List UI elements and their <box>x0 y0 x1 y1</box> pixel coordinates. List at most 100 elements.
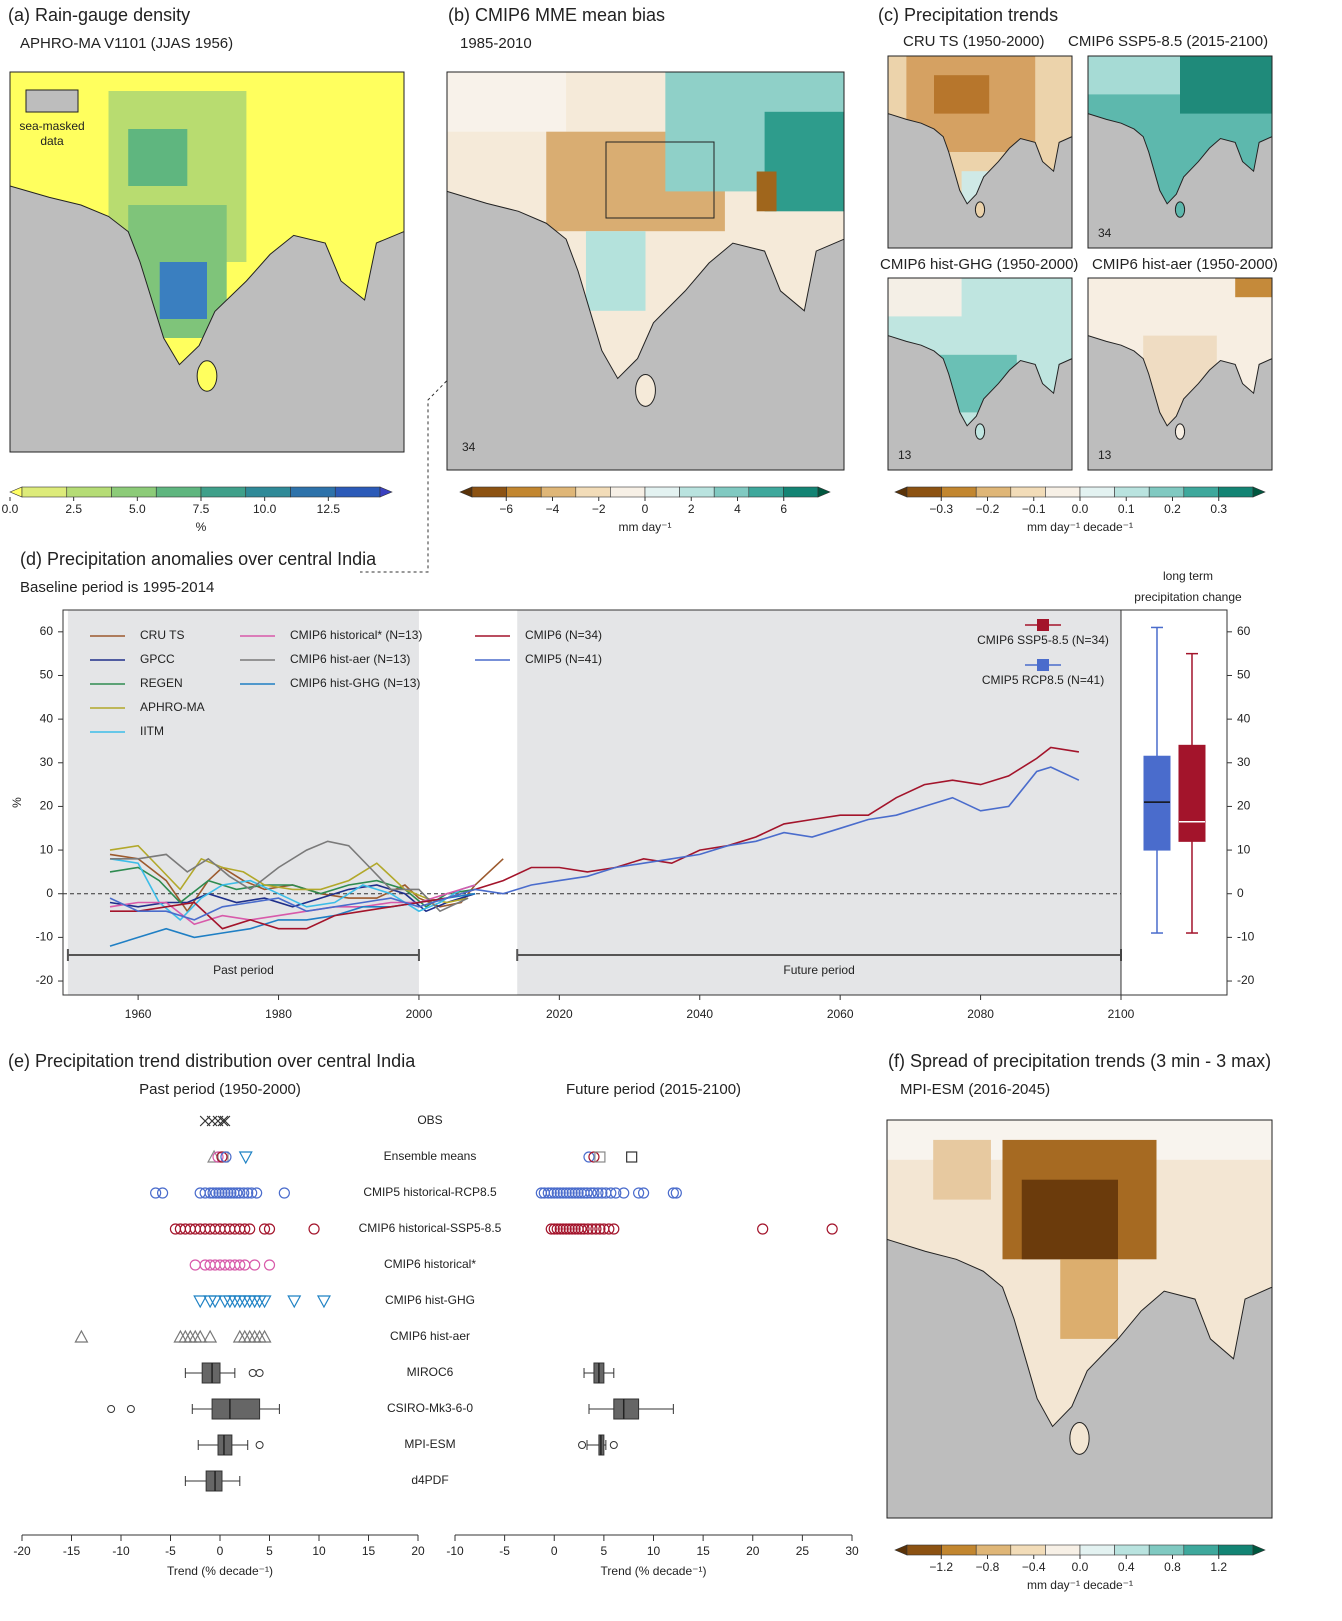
y-tick-label: 10 <box>1237 842 1251 856</box>
subpanel-title: CMIP6 hist-aer (1950-2000) <box>1092 256 1278 273</box>
colorbar-swatch <box>291 487 336 497</box>
colorbar-tick-label: 0.4 <box>1118 1560 1135 1574</box>
boxes-title: precipitation change <box>1134 590 1242 604</box>
legend-label: data <box>40 134 64 148</box>
period-label: Future period <box>783 963 854 977</box>
point <box>75 1331 87 1342</box>
x-tick-label: 2040 <box>686 1007 713 1021</box>
colorbar-tick-label: 2 <box>688 502 695 516</box>
legend-marker <box>1037 619 1049 631</box>
colorbar-tick-label: 10.0 <box>253 502 277 516</box>
x-tick-label: -10 <box>446 1544 464 1558</box>
colorbar-swatch <box>541 487 576 497</box>
panel-title: (a) Rain-gauge density <box>8 5 190 25</box>
colorbar-swatch <box>1184 487 1219 497</box>
point <box>207 1116 217 1126</box>
colorbar-swatch <box>680 487 715 497</box>
colorbar-swatch <box>942 1545 977 1555</box>
y-tick-label: -20 <box>36 973 54 987</box>
x-tick-label: 25 <box>796 1544 810 1558</box>
y-tick-label: 30 <box>40 755 54 769</box>
box <box>202 1363 220 1383</box>
map-patch <box>447 72 566 132</box>
box-label: CMIP6 SSP5-8.5 (N=34) <box>977 633 1109 647</box>
colorbar-end <box>10 487 22 497</box>
map-patch <box>1022 1180 1118 1260</box>
model-count: 34 <box>1098 226 1112 240</box>
x-tick-label: 2000 <box>406 1007 433 1021</box>
colorbar-swatch <box>942 487 977 497</box>
sri-lanka <box>197 361 217 391</box>
y-tick-label: -10 <box>1237 930 1255 944</box>
colorbar-swatch <box>1115 487 1150 497</box>
x-tick-label: 1980 <box>265 1007 292 1021</box>
sri-lanka <box>1175 202 1184 217</box>
colorbar-tick-label: −2 <box>592 502 606 516</box>
row-label: MIROC6 <box>407 1365 454 1379</box>
colorbar-tick-label: −0.2 <box>976 502 1000 516</box>
colorbar-tick-label: 5.0 <box>129 502 146 516</box>
y-tick-label: 40 <box>40 711 54 725</box>
x-tick-label: 0 <box>551 1544 558 1558</box>
point <box>158 1188 168 1198</box>
colorbar-tick-label: 12.5 <box>317 502 341 516</box>
flier <box>579 1442 586 1449</box>
point <box>288 1296 300 1307</box>
x-tick-label: 5 <box>266 1544 273 1558</box>
point <box>250 1260 260 1270</box>
x-tick-label: -5 <box>499 1544 510 1558</box>
sri-lanka <box>1070 1422 1089 1454</box>
colorbar-swatch <box>1011 487 1046 497</box>
map-patch <box>1060 1259 1118 1339</box>
boxes-title: long term <box>1163 569 1213 583</box>
panel-subtitle: Future period (2015-2100) <box>566 1081 741 1098</box>
subpanel-title: CRU TS (1950-2000) <box>903 33 1044 50</box>
colorbar-swatch <box>472 487 507 497</box>
sri-lanka <box>636 374 656 406</box>
point <box>265 1260 275 1270</box>
panel-title: (c) Precipitation trends <box>878 5 1058 25</box>
legend-label: CMIP6 historical* (N=13) <box>290 628 422 642</box>
y-tick-label: 20 <box>1237 799 1251 813</box>
y-tick-label: 60 <box>40 624 54 638</box>
x-tick-label: 20 <box>746 1544 760 1558</box>
x-axis-label: Trend (% decade⁻¹) <box>601 1564 707 1578</box>
legend-label: IITM <box>140 724 164 738</box>
y-tick-label: 0 <box>1237 886 1244 900</box>
colorbar-swatch <box>1149 1545 1184 1555</box>
colorbar-swatch <box>201 487 246 497</box>
colorbar-end <box>818 487 830 497</box>
y-tick-label: 50 <box>40 668 54 682</box>
y-tick-label: 40 <box>1237 711 1251 725</box>
panel-title: (f) Spread of precipitation trends (3 mi… <box>888 1051 1271 1071</box>
colorbar-tick-label: 4 <box>734 502 741 516</box>
x-tick-label: 0 <box>217 1544 224 1558</box>
colorbar-end <box>380 487 392 497</box>
panel-subtitle: Past period (1950-2000) <box>139 1081 301 1098</box>
model-count: 13 <box>1098 448 1112 462</box>
sri-lanka <box>1175 424 1184 439</box>
colorbar-swatch <box>576 487 611 497</box>
colorbar-tick-label: −4 <box>546 502 560 516</box>
point <box>309 1224 319 1234</box>
colorbar-swatch <box>1218 487 1253 497</box>
y-axis-label: % <box>10 797 24 808</box>
row-label: CSIRO-Mk3-6-0 <box>387 1401 473 1415</box>
colorbar-swatch <box>112 487 157 497</box>
map-patch <box>1235 278 1272 297</box>
legend-label: GPCC <box>140 652 175 666</box>
row-label: CMIP5 historical-RCP8.5 <box>363 1185 497 1199</box>
colorbar-label: mm day⁻¹ decade⁻¹ <box>1027 1578 1133 1592</box>
period-shade <box>517 610 1121 995</box>
map-patch <box>160 262 207 319</box>
y-tick-label: 60 <box>1237 624 1251 638</box>
box <box>1179 745 1205 841</box>
map-patch <box>128 129 187 186</box>
panel-title: (e) Precipitation trend distribution ove… <box>8 1051 416 1071</box>
colorbar-swatch <box>1149 487 1184 497</box>
row-label: MPI-ESM <box>404 1437 455 1451</box>
y-tick-label: 10 <box>40 842 54 856</box>
sri-lanka <box>975 424 984 439</box>
colorbar-swatch <box>335 487 380 497</box>
flier <box>256 1442 263 1449</box>
